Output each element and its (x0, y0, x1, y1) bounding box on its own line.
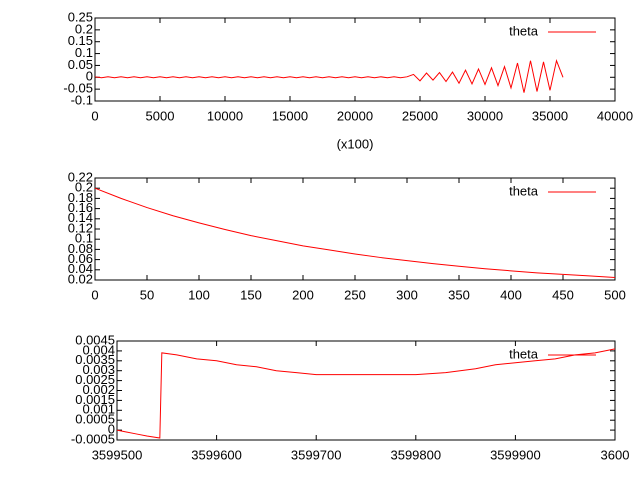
y-tick-label: 0.15 (68, 33, 93, 48)
data-line (116, 348, 616, 439)
data-line (94, 58, 564, 93)
y-tick-label: 0.004 (82, 342, 115, 357)
y-tick-label: 0.18 (68, 190, 93, 205)
x-tick-label: 3600 (601, 447, 630, 462)
y-tick-label: -0.05 (63, 81, 93, 96)
y-tick-label: 0.0045 (75, 332, 115, 347)
x-tick-label: 250 (344, 287, 366, 302)
x-tick-label: 200 (292, 287, 314, 302)
y-tick-label: 0.04 (68, 261, 93, 276)
x-tick-label: 35000 (532, 108, 568, 123)
x-tick-label: 300 (396, 287, 418, 302)
y-tick-label: 0 (86, 69, 93, 84)
y-tick-label: 0.002 (82, 382, 115, 397)
x-tick-label: 25000 (402, 108, 438, 123)
x-tick-label: 3599900 (490, 447, 541, 462)
y-tick-label: 0.25 (68, 9, 93, 24)
x-tick-label: 3599800 (390, 447, 441, 462)
x-tick-label: 0 (91, 287, 98, 302)
legend-label: theta (509, 183, 539, 198)
x-axis-label: (x100) (337, 136, 374, 151)
y-tick-label: 0.16 (68, 200, 93, 215)
x-tick-label: 100 (188, 287, 210, 302)
legend-label: theta (509, 346, 539, 361)
y-tick-label: 0.1 (75, 231, 93, 246)
y-tick-label: -0.1 (71, 92, 93, 107)
y-tick-label: 0.06 (68, 251, 93, 266)
y-tick-label: 0.05 (68, 57, 93, 72)
x-tick-label: 3599700 (291, 447, 342, 462)
x-tick-label: 15000 (272, 108, 308, 123)
x-tick-label: 450 (552, 287, 574, 302)
x-tick-label: 30000 (467, 108, 503, 123)
x-tick-label: 0 (91, 108, 98, 123)
data-line (94, 187, 616, 278)
y-tick-label: 0.001 (82, 402, 115, 417)
plot-frame (116, 340, 616, 441)
x-tick-label: 400 (500, 287, 522, 302)
y-tick-label: 0.2 (75, 21, 93, 36)
y-tick-label: 0.02 (68, 271, 93, 286)
x-tick-label: 500 (604, 287, 626, 302)
y-tick-label: 0.08 (68, 241, 93, 256)
x-tick-label: 3599500 (92, 447, 143, 462)
y-tick-label: 0.1 (75, 45, 93, 60)
y-tick-label: 0.22 (68, 169, 93, 184)
y-tick-label: 0.14 (68, 210, 93, 225)
y-tick-label: -0.0005 (71, 431, 115, 446)
y-tick-label: 0.2 (75, 180, 93, 195)
x-tick-label: 5000 (146, 108, 175, 123)
legend-label: theta (509, 23, 539, 38)
x-tick-label: 20000 (337, 108, 373, 123)
x-tick-label: 10000 (207, 108, 243, 123)
x-tick-label: 350 (448, 287, 470, 302)
x-tick-label: 150 (240, 287, 262, 302)
x-tick-label: 3599600 (191, 447, 242, 462)
y-tick-label: 0.0005 (75, 412, 115, 427)
x-tick-label: 40000 (597, 108, 633, 123)
y-tick-label: 0 (108, 422, 115, 437)
y-tick-label: 0.0025 (75, 372, 115, 387)
y-tick-label: 0.0015 (75, 392, 115, 407)
x-tick-label: 50 (140, 287, 154, 302)
y-tick-label: 0.003 (82, 362, 115, 377)
y-tick-label: 0.0035 (75, 352, 115, 367)
y-tick-label: 0.12 (68, 220, 93, 235)
